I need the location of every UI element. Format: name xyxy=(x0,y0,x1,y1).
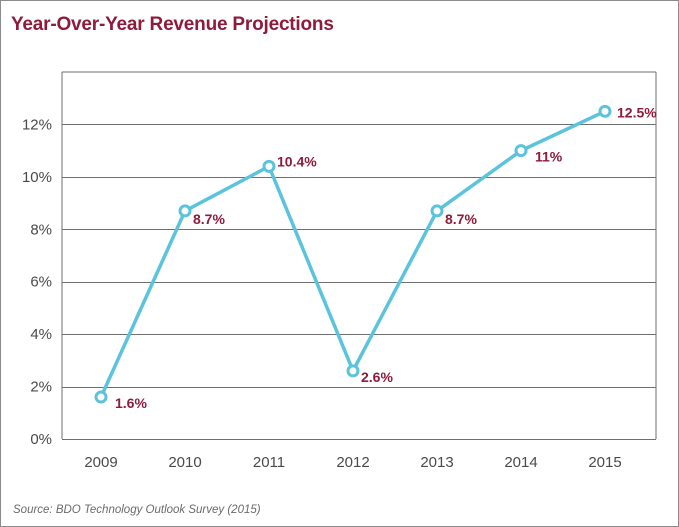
y-tick-label: 0% xyxy=(30,431,52,448)
y-axis-ticks: 0% 2% 4% 6% 8% 10% 12% xyxy=(22,116,52,448)
x-tick-label: 2013 xyxy=(420,454,453,471)
data-point xyxy=(262,159,276,173)
series-line xyxy=(99,109,606,398)
y-tick-label: 2% xyxy=(30,379,52,396)
x-tick-label: 2015 xyxy=(588,454,621,471)
data-point xyxy=(94,390,108,404)
gridlines xyxy=(61,71,657,440)
x-tick-label: 2014 xyxy=(504,454,537,471)
data-label: 8.7% xyxy=(193,211,225,227)
x-axis-ticks: 2009 2010 2011 2012 2013 2014 2015 xyxy=(84,454,621,471)
series-line-path xyxy=(99,109,606,398)
x-tick-label: 2009 xyxy=(84,454,117,471)
data-point xyxy=(514,144,528,158)
y-tick-label: 4% xyxy=(30,326,52,343)
x-tick-label: 2010 xyxy=(168,454,201,471)
data-points xyxy=(94,104,612,404)
data-label: 8.7% xyxy=(445,211,477,227)
chart-title: Year-Over-Year Revenue Projections xyxy=(11,14,334,35)
data-label: 2.6% xyxy=(361,369,393,385)
data-point xyxy=(178,204,192,218)
data-label: 11% xyxy=(535,149,563,165)
data-labels: 1.6% 8.7% 10.4% 2.6% 8.7% 11% 12.5% xyxy=(115,104,657,411)
data-point xyxy=(430,204,444,218)
source-note: Source: BDO Technology Outlook Survey (2… xyxy=(13,504,261,516)
y-tick-label: 8% xyxy=(30,221,52,238)
data-label: 10.4% xyxy=(277,153,317,169)
y-tick-label: 12% xyxy=(22,116,52,133)
data-label: 1.6% xyxy=(115,395,147,411)
data-point xyxy=(346,364,360,378)
x-tick-label: 2011 xyxy=(253,454,285,471)
y-tick-label: 10% xyxy=(22,169,52,186)
y-tick-label: 6% xyxy=(30,274,52,291)
data-label: 12.5% xyxy=(617,104,657,120)
x-tick-label: 2012 xyxy=(336,454,369,471)
data-point xyxy=(598,104,612,118)
